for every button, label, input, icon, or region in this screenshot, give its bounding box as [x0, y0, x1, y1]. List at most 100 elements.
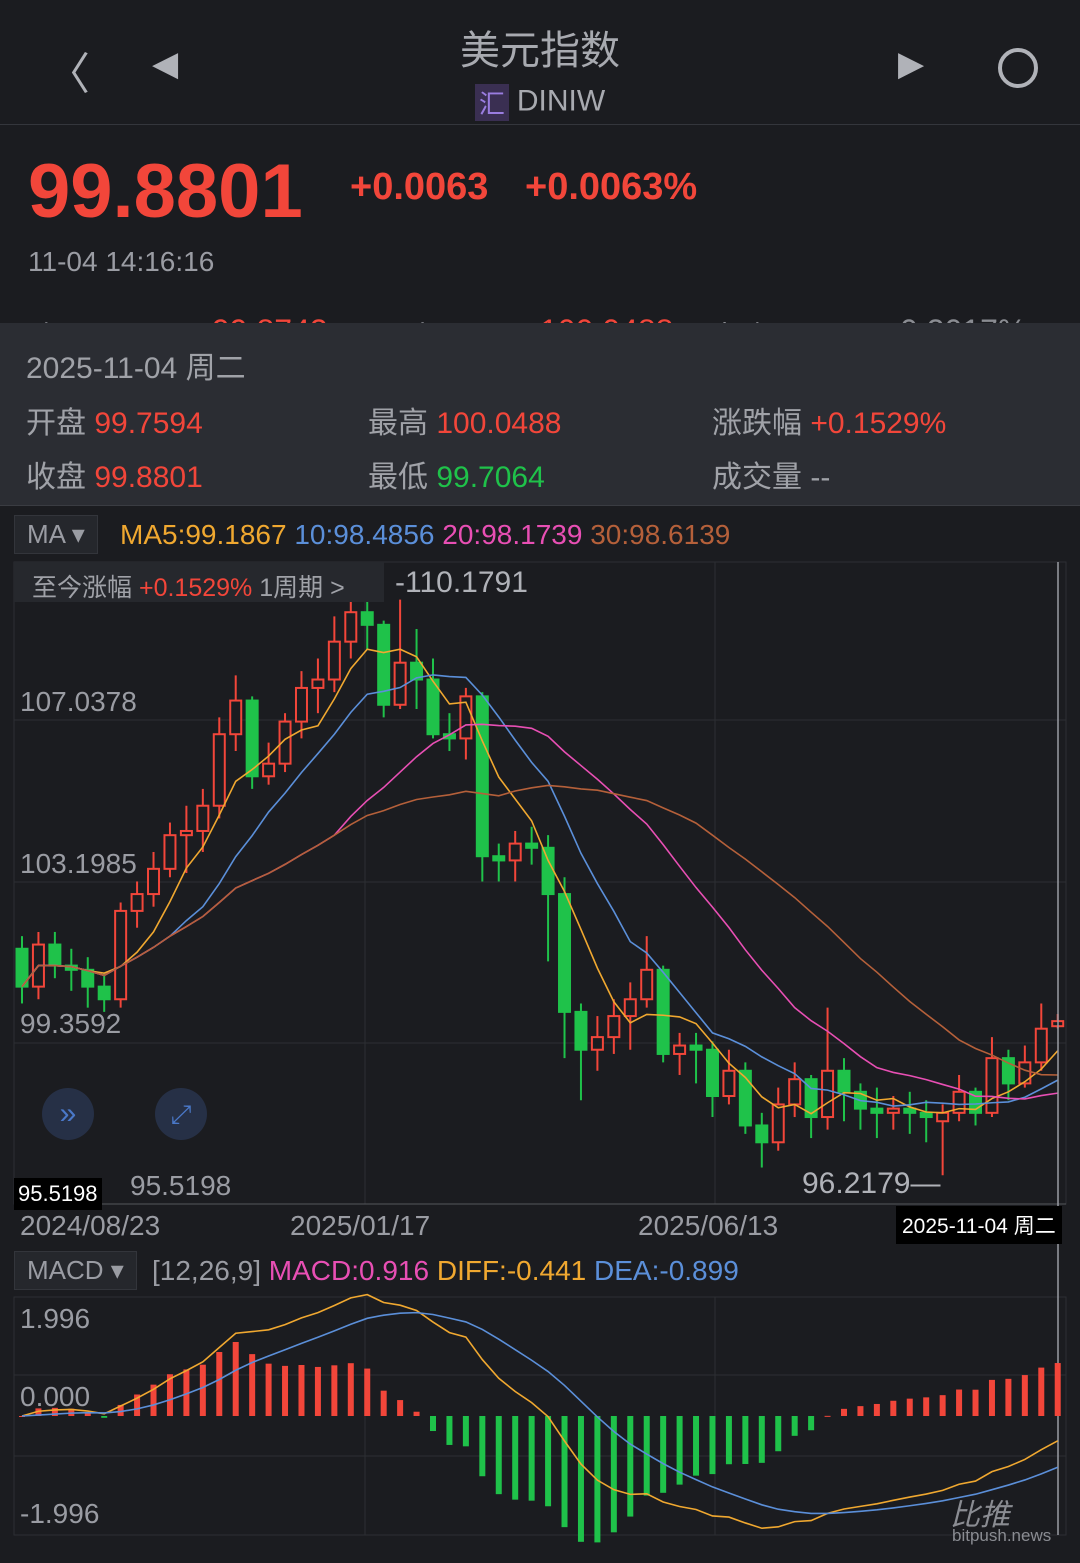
low-label: 最低: [368, 461, 428, 494]
macd-bar: [265, 1363, 272, 1416]
high-label: 最高: [368, 407, 428, 440]
candle-body: [245, 699, 259, 778]
candle-body: [212, 733, 226, 807]
candle-body: [755, 1124, 769, 1144]
candle-body: [426, 678, 440, 736]
change-value: +0.1529%: [810, 407, 947, 440]
macd-bar: [397, 1400, 404, 1416]
candle-body: [377, 623, 391, 706]
macd-bar: [413, 1411, 420, 1416]
macd-bar: [1021, 1375, 1028, 1416]
ma-indicator-select[interactable]: MA ▾: [14, 515, 98, 554]
overlay-date: 2025-11-04 周二: [26, 352, 246, 385]
candle-body: [179, 829, 193, 837]
macd-bar: [923, 1397, 930, 1416]
macd-bar: [298, 1365, 305, 1416]
macd-bar: [216, 1352, 223, 1416]
tip-period: 1周期 >: [259, 574, 345, 602]
next-triangle-icon[interactable]: ▶: [898, 45, 925, 83]
macd-bar: [775, 1416, 782, 1452]
candle-body: [738, 1069, 752, 1127]
candle-info-overlay: 2025-11-04 周二 开盘 99.7594 最高 100.0488 涨跌幅…: [0, 323, 1080, 506]
symbol-line: 汇 DINIW: [0, 84, 1080, 121]
candle-body: [886, 1107, 900, 1114]
macd-panel-frame: [13, 1296, 1067, 1536]
macd-bar: [528, 1416, 535, 1501]
x-tick: 2024/08/23: [20, 1210, 161, 1241]
candle-body: [196, 804, 210, 832]
expand-icon[interactable]: ⤢: [155, 1088, 207, 1140]
candle-body: [969, 1090, 983, 1114]
macd-bar: [166, 1374, 173, 1416]
candle-body: [689, 1044, 703, 1051]
macd-bar: [610, 1416, 617, 1533]
x-tick: 2025/01/17: [290, 1210, 431, 1241]
hidden-stats-row: 今开 99.8743 最高 100.0488 振幅 0.3017%: [0, 305, 1080, 323]
period-change-tip[interactable]: 至今涨幅 +0.1529% 1周期 >: [14, 562, 384, 602]
candle-body: [903, 1107, 917, 1114]
ma20-value: 20:98.1739: [442, 519, 583, 550]
macd-bar: [199, 1364, 206, 1416]
candle-body: [147, 867, 161, 896]
candle-body: [952, 1090, 966, 1114]
candle-body: [590, 1036, 604, 1051]
dea-value: DEA:-0.899: [594, 1255, 739, 1286]
candle-body: [525, 842, 539, 849]
candle-body: [821, 1069, 835, 1119]
previous-triangle-icon[interactable]: ◀: [152, 45, 179, 83]
macd-bar: [134, 1394, 141, 1416]
macd-y-tick: -1.996: [20, 1498, 100, 1529]
candle-body: [788, 1078, 802, 1106]
macd-bar: [35, 1408, 42, 1416]
macd-bar: [939, 1395, 946, 1416]
macd-bar: [495, 1416, 502, 1495]
macd-bar: [841, 1408, 847, 1416]
diff-value: DIFF:-0.441: [436, 1255, 587, 1286]
ma10-value: 10:98.4856: [294, 519, 435, 550]
macd-bar: [314, 1366, 321, 1416]
macd-bar: [51, 1407, 58, 1416]
macd-bar: [906, 1398, 913, 1416]
candle-body: [81, 968, 95, 988]
candle-body: [163, 834, 177, 870]
tip-label: 至今涨幅: [32, 574, 133, 602]
watermark-logo: 比推: [950, 1499, 1010, 1532]
candle-body: [294, 686, 308, 723]
macd-bar: [643, 1416, 650, 1496]
macd-y-tick: 1.996: [20, 1303, 91, 1334]
candle-body: [360, 611, 374, 626]
candle-body: [771, 1103, 785, 1144]
crosshair-price: 95.5198: [14, 1178, 102, 1210]
y-tick: 99.3592: [20, 1008, 122, 1039]
macd-bar: [1038, 1367, 1045, 1416]
macd-bar: [660, 1416, 667, 1493]
candle-body: [541, 846, 555, 896]
high-value: 100.0488: [436, 407, 562, 440]
y-tick: 107.0378: [20, 686, 137, 717]
candle-body: [475, 695, 489, 858]
candle-body: [1034, 1027, 1048, 1064]
fast-forward-icon[interactable]: »: [42, 1088, 94, 1140]
macd-indicator-select[interactable]: MACD ▾: [14, 1251, 137, 1290]
candle-body: [311, 678, 325, 689]
macd-bar: [758, 1416, 765, 1463]
candle-body: [919, 1111, 933, 1119]
macd-bar: [709, 1416, 716, 1475]
macd-bar: [101, 1416, 108, 1418]
macd-bar: [545, 1416, 552, 1507]
candle-body: [623, 998, 637, 1018]
search-icon[interactable]: [998, 48, 1038, 88]
back-chevron-icon[interactable]: 〈: [46, 50, 90, 99]
macd-bar: [577, 1416, 584, 1542]
ma10-line: [21, 674, 1059, 1107]
stat-label: 今开: [30, 313, 94, 323]
macd-bar: [331, 1365, 338, 1416]
macd-bar: [824, 1415, 831, 1417]
diff-line: [21, 1293, 1059, 1530]
macd-bar: [1054, 1363, 1061, 1416]
crosshair-date: 2025-11-04 周二: [896, 1206, 1062, 1244]
ma30-value: 30:98.6139: [590, 519, 731, 550]
ma30-line: [21, 784, 1058, 1076]
watermark-url: bitpush.news: [952, 1526, 1052, 1545]
